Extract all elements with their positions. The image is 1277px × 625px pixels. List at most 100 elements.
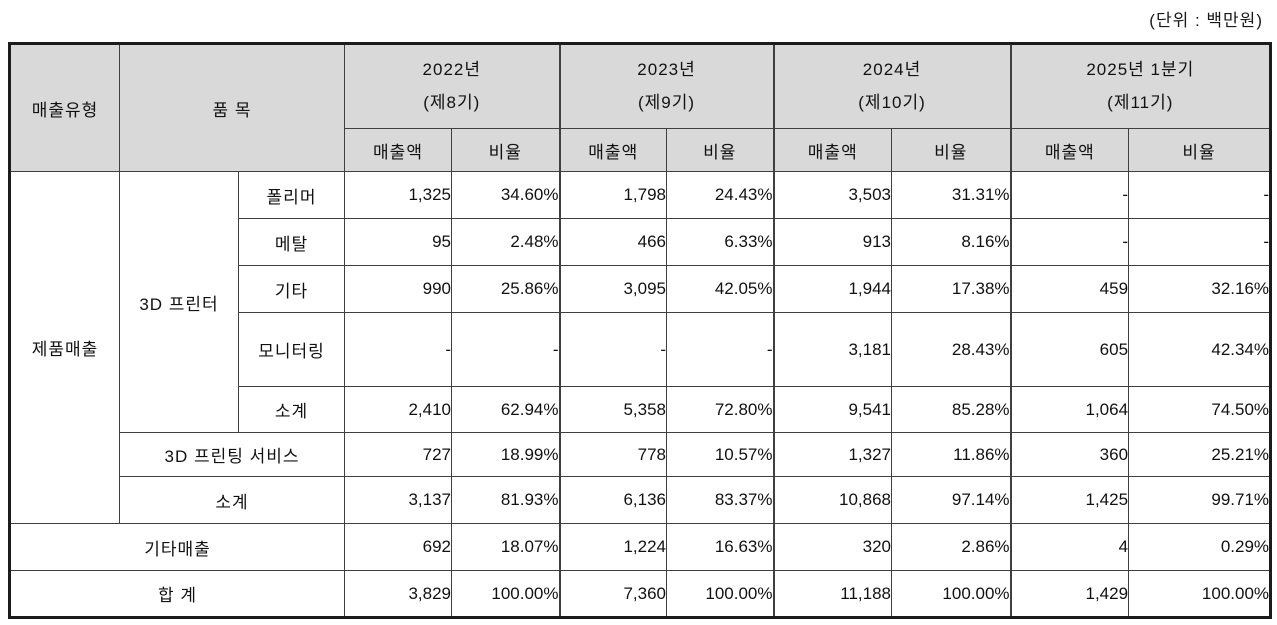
sales-table: 매출유형 품 목 2022년 (제8기) 2023년 (제9기) 2024년 (… bbox=[8, 42, 1273, 619]
row-label: 소계 bbox=[237, 386, 346, 433]
cell-ratio: 99.71% bbox=[1128, 476, 1272, 524]
table-row-printing-service: 3D 프린팅 서비스 727 18.99% 778 10.57% 1,327 1… bbox=[10, 432, 1272, 477]
cell-amount: 320 bbox=[772, 523, 893, 571]
cell-ratio: 10.57% bbox=[666, 432, 775, 477]
cell-ratio: 74.50% bbox=[1128, 386, 1272, 433]
term-label: (제9기) bbox=[637, 92, 696, 112]
header-year-2023: 2023년 (제9기) bbox=[558, 43, 775, 129]
row-label: 기타 bbox=[237, 265, 346, 313]
cell-amount: 10,868 bbox=[772, 476, 893, 524]
cell-ratio: 6.33% bbox=[666, 218, 775, 266]
cell-ratio: 28.43% bbox=[891, 312, 1012, 387]
cell-amount: - bbox=[558, 312, 668, 387]
cell-ratio: 42.05% bbox=[666, 265, 775, 313]
cell-amount: 913 bbox=[772, 218, 893, 266]
cell-ratio: 0.29% bbox=[1128, 523, 1272, 571]
cell-ratio: 34.60% bbox=[451, 171, 561, 219]
cell-amount: 692 bbox=[344, 523, 453, 571]
table-row-printer-subtotal: 소계 2,410 62.94% 5,358 72.80% 9,541 85.28… bbox=[10, 386, 1272, 433]
cell-amount: 3,137 bbox=[344, 476, 453, 524]
cell-ratio: - bbox=[1128, 171, 1272, 219]
cell-ratio: 32.16% bbox=[1128, 265, 1272, 313]
cell-ratio: 83.37% bbox=[666, 476, 775, 524]
cell-amount: 1,944 bbox=[772, 265, 893, 313]
cell-amount: 6,136 bbox=[558, 476, 668, 524]
cell-amount: 3,503 bbox=[772, 171, 893, 219]
cell-ratio: 97.14% bbox=[891, 476, 1012, 524]
cell-amount: 727 bbox=[344, 432, 453, 477]
cell-ratio: 2.86% bbox=[891, 523, 1012, 571]
table-row-etc-printer: 기타 990 25.86% 3,095 42.05% 1,944 17.38% … bbox=[10, 265, 1272, 313]
year-label: 2025년 1분기 bbox=[1086, 60, 1195, 80]
row-label: 기타매출 bbox=[8, 523, 346, 571]
cell-ratio: 42.34% bbox=[1128, 312, 1272, 387]
row-label: 메탈 bbox=[237, 218, 346, 266]
cell-amount: 466 bbox=[558, 218, 668, 266]
cell-amount: 1,224 bbox=[558, 523, 668, 571]
cell-amount: 11,188 bbox=[772, 570, 893, 618]
cell-amount: 360 bbox=[1009, 432, 1130, 477]
row-label: 소계 bbox=[118, 476, 346, 524]
header-amount-2023: 매출액 bbox=[558, 128, 668, 172]
cell-amount: 990 bbox=[344, 265, 453, 313]
cell-amount: 605 bbox=[1009, 312, 1130, 387]
cell-amount: 1,425 bbox=[1009, 476, 1130, 524]
cell-amount: 5,358 bbox=[558, 386, 668, 433]
cell-ratio: 18.07% bbox=[451, 523, 561, 571]
cell-ratio: 24.43% bbox=[666, 171, 775, 219]
header-item: 품 목 bbox=[118, 43, 346, 172]
row-label: 폴리머 bbox=[237, 171, 346, 219]
header-year-2025q1: 2025년 1분기 (제11기) bbox=[1009, 43, 1272, 129]
cell-amount: - bbox=[344, 312, 453, 387]
year-label: 2022년 bbox=[422, 60, 481, 80]
header-row-years: 매출유형 품 목 2022년 (제8기) 2023년 (제9기) 2024년 (… bbox=[9, 43, 1272, 172]
header-amount-2025q1: 매출액 bbox=[1009, 128, 1130, 172]
year-label: 2023년 bbox=[637, 60, 696, 80]
cell-amount: 459 bbox=[1009, 265, 1130, 313]
group-product-sales: 제품매출 bbox=[9, 171, 120, 524]
cell-amount: 2,410 bbox=[344, 386, 453, 433]
cell-amount: 9,541 bbox=[772, 386, 893, 433]
header-year-2024: 2024년 (제10기) bbox=[772, 43, 1012, 129]
term-label: (제11기) bbox=[1107, 92, 1174, 112]
cell-ratio: 25.86% bbox=[451, 265, 561, 313]
header-ratio-2023: 비율 bbox=[666, 128, 775, 172]
header-ratio-2022: 비율 bbox=[451, 128, 561, 172]
cell-ratio: 62.94% bbox=[451, 386, 561, 433]
cell-amount: 778 bbox=[558, 432, 668, 477]
cell-amount: 3,095 bbox=[558, 265, 668, 313]
cell-amount: 1,327 bbox=[772, 432, 893, 477]
header-ratio-2025q1: 비율 bbox=[1128, 128, 1272, 172]
cell-ratio: - bbox=[451, 312, 561, 387]
cell-ratio: - bbox=[666, 312, 775, 387]
cell-amount: - bbox=[1009, 171, 1130, 219]
cell-amount: 95 bbox=[344, 218, 453, 266]
cell-ratio: 100.00% bbox=[451, 570, 561, 618]
row-label: 3D 프린팅 서비스 bbox=[118, 432, 346, 477]
table-row-other-sales: 기타매출 692 18.07% 1,224 16.63% 320 2.86% 4… bbox=[8, 523, 1272, 571]
cell-amount: 1,798 bbox=[558, 171, 668, 219]
table-row-monitoring: 모니터링 - - - - 3,181 28.43% 605 42.34% bbox=[10, 312, 1272, 387]
table-row-grand-total: 합 계 3,829 100.00% 7,360 100.00% 11,188 1… bbox=[8, 570, 1272, 618]
cell-amount: 1,325 bbox=[344, 171, 453, 219]
cell-ratio: 2.48% bbox=[451, 218, 561, 266]
cell-amount: - bbox=[1009, 218, 1130, 266]
header-sales-type: 매출유형 bbox=[9, 43, 120, 172]
header-year-2022: 2022년 (제8기) bbox=[344, 43, 561, 129]
table-row-product-subtotal: 소계 3,137 81.93% 6,136 83.37% 10,868 97.1… bbox=[10, 476, 1272, 524]
term-label: (제8기) bbox=[423, 92, 481, 112]
cell-amount: 1,429 bbox=[1009, 570, 1130, 618]
term-label: (제10기) bbox=[858, 92, 926, 112]
cell-ratio: 16.63% bbox=[666, 523, 775, 571]
cell-amount: 4 bbox=[1009, 523, 1130, 571]
cell-ratio: 100.00% bbox=[666, 570, 775, 618]
year-label: 2024년 bbox=[862, 60, 922, 80]
cell-ratio: 100.00% bbox=[891, 570, 1012, 618]
cell-ratio: 18.99% bbox=[451, 432, 561, 477]
cell-ratio: - bbox=[1128, 218, 1272, 266]
cell-ratio: 81.93% bbox=[451, 476, 561, 524]
cell-ratio: 8.16% bbox=[891, 218, 1012, 266]
table-row-metal: 메탈 95 2.48% 466 6.33% 913 8.16% - - bbox=[10, 218, 1272, 266]
cell-ratio: 72.80% bbox=[666, 386, 775, 433]
